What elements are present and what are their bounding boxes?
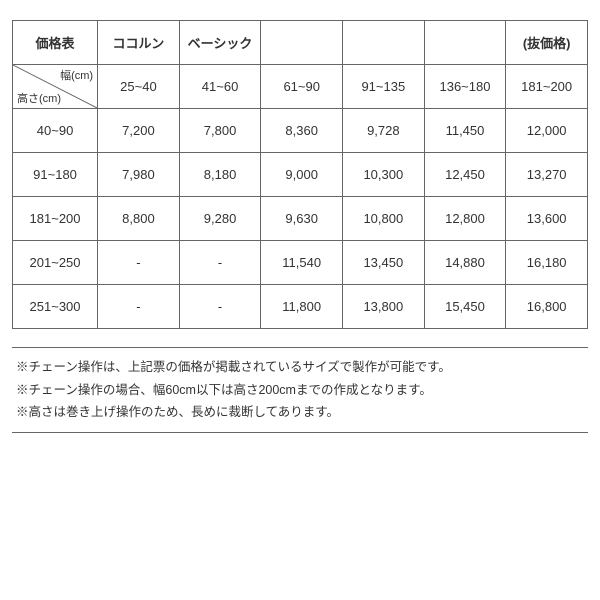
price-cell: 16,180 (506, 241, 588, 285)
notes-section: ※チェーン操作は、上記票の価格が掲載されているサイズで製作が可能です。※チェーン… (12, 347, 588, 433)
height-range: 40~90 (13, 109, 98, 153)
price-cell: 13,450 (343, 241, 425, 285)
price-cell: 8,800 (98, 197, 180, 241)
price-table: 価格表 ココルン ベーシック (抜価格) 幅(cm) 高さ(cm) 25~40 … (12, 20, 588, 329)
price-cell: 10,300 (343, 153, 425, 197)
price-cell: 14,880 (424, 241, 506, 285)
table-row: 91~1807,9808,1809,00010,30012,45013,270 (13, 153, 588, 197)
height-range: 251~300 (13, 285, 98, 329)
width-range: 91~135 (343, 65, 425, 109)
price-cell: 9,728 (343, 109, 425, 153)
price-cell: 9,000 (261, 153, 343, 197)
price-cell: - (98, 241, 180, 285)
table-row: 40~907,2007,8008,3609,72811,45012,000 (13, 109, 588, 153)
price-cell: 7,980 (98, 153, 180, 197)
width-range: 136~180 (424, 65, 506, 109)
price-cell: 15,450 (424, 285, 506, 329)
height-axis-label: 高さ(cm) (17, 90, 61, 106)
price-cell: 11,450 (424, 109, 506, 153)
price-cell: 12,450 (424, 153, 506, 197)
price-cell: 13,600 (506, 197, 588, 241)
header-row-2: 幅(cm) 高さ(cm) 25~40 41~60 61~90 91~135 13… (13, 65, 588, 109)
empty-cell (261, 21, 343, 65)
price-cell: - (98, 285, 180, 329)
note-line: ※チェーン操作の場合、幅60cm以下は高さ200cmまでの作成となります。 (16, 379, 584, 402)
price-cell: 13,800 (343, 285, 425, 329)
height-range: 201~250 (13, 241, 98, 285)
table-row: 181~2008,8009,2809,63010,80012,80013,600 (13, 197, 588, 241)
header-row-1: 価格表 ココルン ベーシック (抜価格) (13, 21, 588, 65)
table-row: 201~250--11,54013,45014,88016,180 (13, 241, 588, 285)
brand2-cell: ベーシック (179, 21, 261, 65)
price-cell: 8,360 (261, 109, 343, 153)
brand1-cell: ココルン (98, 21, 180, 65)
price-cell: - (179, 241, 261, 285)
width-axis-label: 幅(cm) (60, 67, 93, 83)
height-range: 91~180 (13, 153, 98, 197)
price-cell: 12,800 (424, 197, 506, 241)
diagonal-header: 幅(cm) 高さ(cm) (13, 65, 98, 109)
height-range: 181~200 (13, 197, 98, 241)
note-line: ※チェーン操作は、上記票の価格が掲載されているサイズで製作が可能です。 (16, 356, 584, 379)
price-cell: 8,180 (179, 153, 261, 197)
note-line: ※高さは巻き上げ操作のため、長めに裁断してあります。 (16, 401, 584, 424)
price-cell: 7,800 (179, 109, 261, 153)
width-range: 25~40 (98, 65, 180, 109)
price-cell: 9,630 (261, 197, 343, 241)
price-cell: 11,800 (261, 285, 343, 329)
width-range: 181~200 (506, 65, 588, 109)
table-row: 251~300--11,80013,80015,45016,800 (13, 285, 588, 329)
width-range: 61~90 (261, 65, 343, 109)
price-cell: 9,280 (179, 197, 261, 241)
price-note-cell: (抜価格) (506, 21, 588, 65)
price-cell: - (179, 285, 261, 329)
price-cell: 13,270 (506, 153, 588, 197)
price-cell: 11,540 (261, 241, 343, 285)
price-cell: 10,800 (343, 197, 425, 241)
title-cell: 価格表 (13, 21, 98, 65)
price-cell: 16,800 (506, 285, 588, 329)
width-range: 41~60 (179, 65, 261, 109)
price-cell: 7,200 (98, 109, 180, 153)
empty-cell (343, 21, 425, 65)
price-cell: 12,000 (506, 109, 588, 153)
empty-cell (424, 21, 506, 65)
